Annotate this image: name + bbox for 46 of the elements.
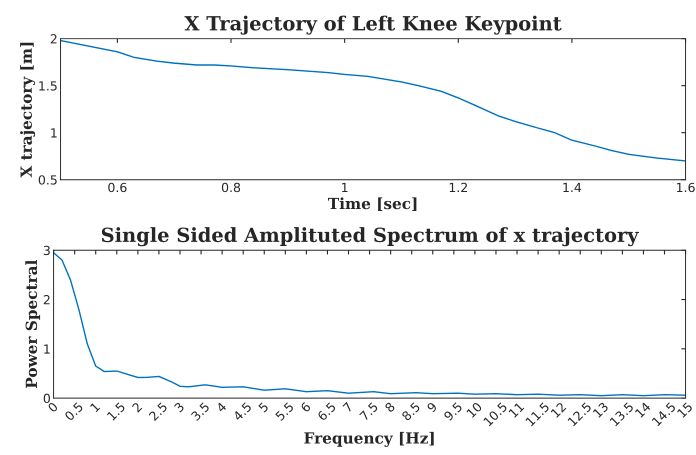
y-tick-label: 1 <box>44 344 50 354</box>
x-tick-label: 10 <box>466 402 483 418</box>
x-tick-label: 0.8 <box>222 182 240 192</box>
x-tick-label: 8 <box>384 402 396 413</box>
x-tick-label: 7.5 <box>359 402 378 422</box>
x-axis-title: Frequency [Hz] <box>304 432 434 447</box>
x-tick-label: 11 <box>508 402 524 418</box>
x-tick-label: 1.5 <box>106 402 126 421</box>
y-tick-label: 1 <box>51 128 57 138</box>
x-tick-label: 0.6 <box>108 182 127 192</box>
x-tick-label: 6.5 <box>316 402 336 422</box>
y-axis-title: Power Spectral <box>25 260 40 388</box>
x-tick-label: 9 <box>426 402 438 413</box>
x-tick-label: 1.2 <box>450 182 467 192</box>
y-axis-title: X trajectory [m] <box>20 42 36 178</box>
x-tick-label: 1 <box>90 402 100 412</box>
x-tick-label: 14 <box>634 402 651 418</box>
x-tick-label: 4 <box>216 402 227 413</box>
x-tick-label: 1.4 <box>563 182 582 192</box>
x-axis-title: Time [sec] <box>328 197 416 211</box>
y-tick-label: 3 <box>44 246 50 256</box>
x-tick-label: 4.5 <box>232 402 252 422</box>
x-tick-label: 5 <box>258 402 269 413</box>
x-tick-label: 3.5 <box>190 402 210 422</box>
x-tick-label: 6 <box>300 402 312 413</box>
y-tick-label: 0.5 <box>38 175 57 185</box>
x-tick-label: 13 <box>592 402 609 418</box>
x-tick-label: 0.5 <box>64 402 84 422</box>
x-tick-label: 3 <box>174 402 185 413</box>
x-tick-label: 2.5 <box>148 402 168 422</box>
x-tick-label: 7 <box>342 402 354 413</box>
x-tick-label: 1 <box>342 182 348 192</box>
y-tick-label: 2 <box>50 34 57 44</box>
x-tick-label: 5.5 <box>274 402 294 422</box>
x-tick-label: 15 <box>676 402 693 418</box>
x-tick-label: 8.5 <box>401 402 421 422</box>
chart-title: Single Sided Amplituted Spectrum of x trajectory <box>102 227 639 246</box>
x-tick-label: 2 <box>132 402 142 413</box>
line-series <box>54 252 686 396</box>
x-tick-label: 12 <box>550 402 566 418</box>
x-tick-label: 9.5 <box>443 402 463 422</box>
chart-title: X Trajectory of Left Knee Keypoint <box>184 16 562 35</box>
y-tick-label: 0 <box>44 394 50 404</box>
y-tick-label: 1.5 <box>39 81 57 91</box>
y-tick-label: 2 <box>44 295 50 304</box>
x-tick-label: 1.6 <box>676 182 695 192</box>
